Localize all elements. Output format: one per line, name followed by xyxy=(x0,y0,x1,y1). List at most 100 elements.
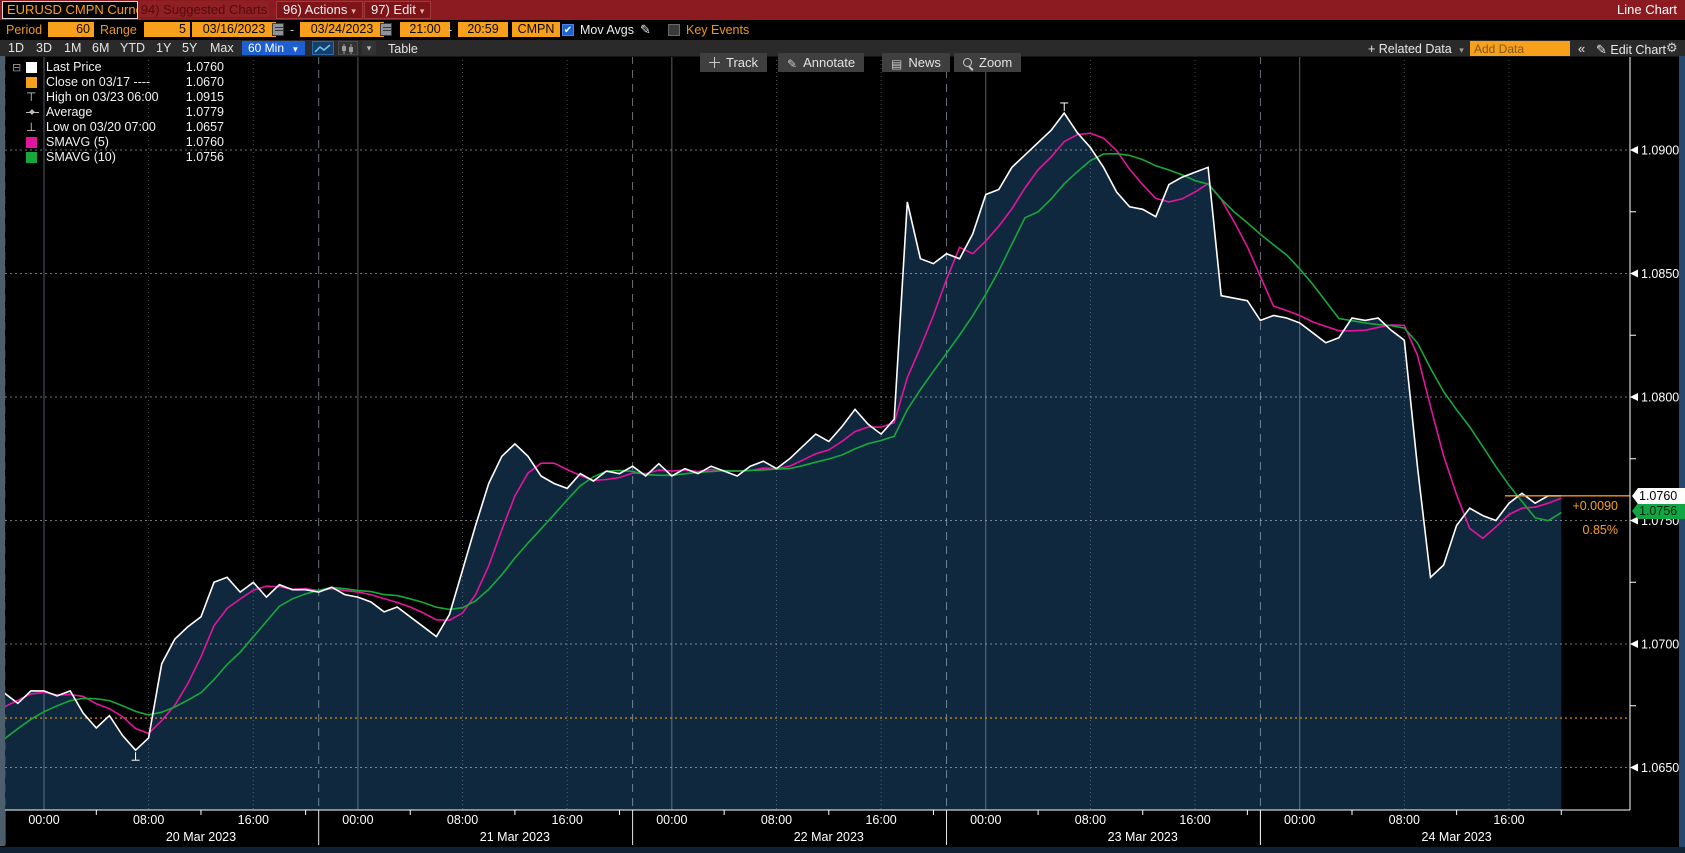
range-tab-1d[interactable]: 1D xyxy=(8,41,24,55)
range-tab-1y[interactable]: 1Y xyxy=(156,41,171,55)
button-label: Track xyxy=(726,55,758,70)
legend-row-white-square[interactable]: ⊟ Last Price 1.0760 xyxy=(12,60,224,75)
suggested-charts-button[interactable]: 94) Suggested Charts xyxy=(139,1,269,17)
chart-type-dropdown[interactable]: ▾ xyxy=(362,41,376,55)
actions-menu-button[interactable]: 96) Actions ▾ xyxy=(276,1,363,19)
legend-label: Last Price xyxy=(46,60,102,75)
related-data-label: + Related Data xyxy=(1368,42,1452,56)
svg-text:21 Mar 2023: 21 Mar 2023 xyxy=(480,830,550,844)
annotate-button[interactable]: ✎ Annotate xyxy=(778,53,864,72)
range-tab-3d[interactable]: 3D xyxy=(36,41,52,55)
zoom-magnifier-icon xyxy=(963,58,973,68)
time-from-input[interactable]: 21:00 xyxy=(400,22,450,37)
bottom-panel-edge xyxy=(0,847,1685,853)
annotate-pencil-icon: ✎ xyxy=(787,55,797,74)
svg-text:00:00: 00:00 xyxy=(656,813,687,827)
candlestick-icon xyxy=(339,43,357,55)
legend-value: 1.0657 xyxy=(186,120,224,135)
legend-value: 1.0779 xyxy=(186,105,224,120)
range-tab-5y[interactable]: 5Y xyxy=(182,41,197,55)
right-scrollbar[interactable] xyxy=(1679,56,1685,853)
svg-text:00:00: 00:00 xyxy=(1284,813,1315,827)
interval-dropdown[interactable]: 60 Min ▼ xyxy=(242,41,305,55)
legend-value: 1.0670 xyxy=(186,75,224,90)
legend-row-high-tee[interactable]: ⊤High on 03/23 06:001.0915 xyxy=(12,90,224,105)
chevron-down-icon: ▼ xyxy=(291,45,299,54)
key-events-checkbox[interactable] xyxy=(668,24,680,36)
edit-label: 97) Edit xyxy=(371,2,416,17)
track-button[interactable]: Track xyxy=(700,53,767,72)
svg-text:00:00: 00:00 xyxy=(970,813,1001,827)
edit-chart-button[interactable]: ✎ Edit Chart xyxy=(1596,42,1666,58)
legend-label: Average xyxy=(46,105,92,120)
gear-icon[interactable]: ⚙ xyxy=(1666,40,1678,56)
time-to-input[interactable]: 20:59 xyxy=(458,22,508,37)
range-input[interactable]: 5 xyxy=(144,22,190,37)
security-ticker-field[interactable]: EURUSD CMPN Curnc xyxy=(2,1,138,19)
button-label: Annotate xyxy=(803,55,855,70)
button-label: Zoom xyxy=(979,55,1012,70)
orange-square-icon xyxy=(26,77,37,88)
edit-chart-label: Edit Chart xyxy=(1610,43,1666,57)
table-button[interactable]: Table xyxy=(388,42,418,56)
legend-row-average-dash[interactable]: Average 1.0779 xyxy=(12,105,224,120)
edit-menu-button[interactable]: 97) Edit▾ xyxy=(364,1,431,19)
pricing-source-button[interactable]: CMPN xyxy=(512,22,560,37)
legend-collapse-icon[interactable]: ⊟ xyxy=(12,61,21,76)
legend-value: 1.0915 xyxy=(186,90,224,105)
magenta-square-icon xyxy=(26,137,37,148)
legend-row-magenta-square[interactable]: SMAVG (5)1.0760 xyxy=(12,135,224,150)
news-button[interactable]: ▤ News xyxy=(882,53,950,72)
button-label: News xyxy=(908,55,941,70)
title-bar: EURUSD CMPN Curnc 94) Suggested Charts 9… xyxy=(0,0,1685,20)
actions-label: 96) Actions xyxy=(283,2,347,17)
track-cross-icon xyxy=(709,57,720,68)
chart-type-title: Line Chart xyxy=(1617,2,1677,17)
edit-mov-avgs-pencil-icon[interactable]: ✎ xyxy=(640,22,651,38)
calendar-icon[interactable] xyxy=(380,23,392,36)
parameters-bar: Period 60 Range 5 03/16/2023 - 03/24/202… xyxy=(0,20,1685,40)
calendar-icon[interactable] xyxy=(272,23,284,36)
period-input[interactable]: 60 xyxy=(48,22,94,37)
legend-label: SMAVG (5) xyxy=(46,135,109,150)
low-tee-icon: ⊥ xyxy=(26,122,36,133)
legend-row-orange-square[interactable]: Close on 03/17 ----1.0670 xyxy=(12,75,224,90)
news-lines-icon: ▤ xyxy=(891,55,902,74)
date-to-input[interactable]: 03/24/2023 xyxy=(300,22,384,37)
range-tab-1m[interactable]: 1M xyxy=(64,41,81,55)
legend-label: SMAVG (10) xyxy=(46,150,116,165)
collapse-panel-button[interactable]: « xyxy=(1578,41,1585,56)
period-label: Period xyxy=(6,23,42,37)
add-data-input[interactable] xyxy=(1470,41,1570,56)
range-tab-max[interactable]: Max xyxy=(210,41,234,55)
svg-text:00:00: 00:00 xyxy=(28,813,59,827)
svg-text:1.0700: 1.0700 xyxy=(1641,638,1679,652)
line-chart-type-button[interactable] xyxy=(312,41,334,55)
average-dash-icon xyxy=(26,107,39,118)
svg-text:08:00: 08:00 xyxy=(447,813,478,827)
zoom-button[interactable]: Zoom xyxy=(954,53,1021,72)
legend-row-low-tee[interactable]: ⊥Low on 03/20 07:001.0657 xyxy=(12,120,224,135)
sma10-price-badge: 1.0756 xyxy=(1632,503,1685,519)
left-splitter[interactable] xyxy=(0,56,5,846)
related-data-dropdown[interactable]: + Related Data ▾ xyxy=(1368,42,1464,56)
legend-row-green-square[interactable]: SMAVG (10) 1.0756 xyxy=(12,150,224,165)
mov-avgs-checkbox[interactable]: ✔ xyxy=(562,24,574,36)
time-range-separator: - xyxy=(448,23,452,37)
white-square-icon xyxy=(26,62,37,73)
svg-text:00:00: 00:00 xyxy=(342,813,373,827)
candle-chart-type-button[interactable] xyxy=(338,41,358,55)
svg-text:16:00: 16:00 xyxy=(1493,813,1524,827)
svg-text:24 Mar 2023: 24 Mar 2023 xyxy=(1422,830,1492,844)
svg-text:1.0800: 1.0800 xyxy=(1641,391,1679,405)
legend-value: 1.0756 xyxy=(186,150,224,165)
range-tab-6m[interactable]: 6M xyxy=(92,41,109,55)
date-from-input[interactable]: 03/16/2023 xyxy=(192,22,276,37)
legend-value: 1.0760 xyxy=(186,60,224,75)
chevron-down-icon: ▾ xyxy=(351,6,356,16)
green-square-icon xyxy=(26,152,37,163)
last-price-badge: 1.0760 xyxy=(1632,488,1685,504)
pct-change-label: 0.85% xyxy=(1540,523,1618,537)
range-tab-ytd[interactable]: YTD xyxy=(120,41,145,55)
legend-label: High on 03/23 06:00 xyxy=(46,90,159,105)
